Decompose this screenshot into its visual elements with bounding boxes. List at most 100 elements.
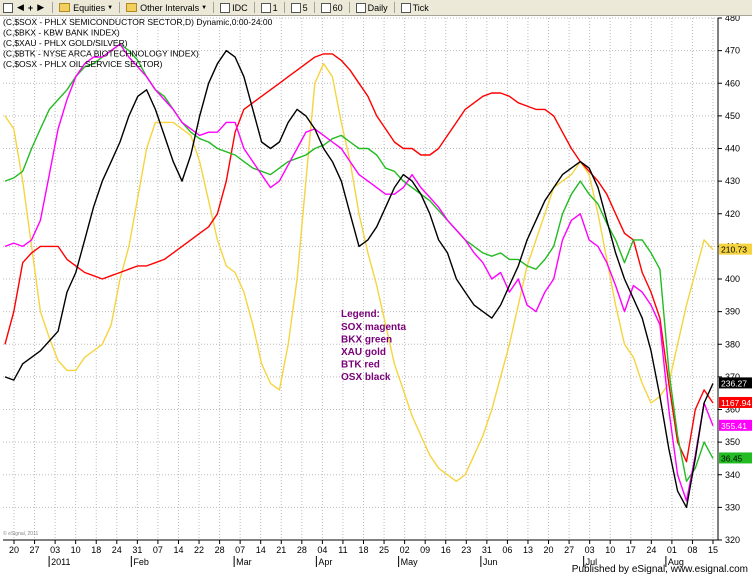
header-line: (C,$BKX - KBW BANK INDEX) xyxy=(3,28,120,38)
toolbar-label: Other Intervals xyxy=(140,2,200,13)
toolbar-label: IDC xyxy=(232,2,248,13)
header-line: (C,$OSX - PHLX OIL SERVICE SECTOR) xyxy=(3,59,163,69)
series-line-bkx xyxy=(4,43,714,482)
last-value-label-btk: 1167.94 xyxy=(721,398,751,408)
y-tick-label: 390 xyxy=(725,307,740,317)
toolbar-separator xyxy=(313,2,315,13)
x-month-label: Feb xyxy=(133,557,149,567)
chart-background xyxy=(0,16,752,576)
x-tick-label: 07 xyxy=(153,545,163,555)
y-tick-label: 480 xyxy=(725,16,740,23)
y-tick-label: 470 xyxy=(725,46,740,56)
legend-entry: BTK red xyxy=(341,360,380,371)
footer-credit: Published by eSignal, www.esignal.com xyxy=(571,564,748,575)
x-tick-label: 09 xyxy=(420,545,430,555)
y-tick-label: 370 xyxy=(725,372,740,382)
legend-title: Legend: xyxy=(341,309,380,320)
toolbar-square-icon xyxy=(260,2,271,13)
y-tick-label: 400 xyxy=(725,274,740,284)
y-tick-label: 320 xyxy=(725,535,740,545)
toolbar-interval-5-button[interactable]: 5 xyxy=(288,0,311,15)
x-month-label: Apr xyxy=(318,557,332,567)
chart-toolbar: ◀ + ▶ Equities ▼ Other Intervals ▼ IDC 1 5 60 Daily… xyxy=(0,0,752,16)
toolbar-nav-buttons[interactable]: ◀ + ▶ xyxy=(0,0,49,15)
y-tick-label: 380 xyxy=(725,339,740,349)
last-value-label-osx: 236.27 xyxy=(721,378,747,388)
x-tick-label: 27 xyxy=(564,545,574,555)
x-tick-label: 20 xyxy=(9,545,19,555)
add-icon[interactable]: + xyxy=(27,2,34,13)
x-tick-label: 14 xyxy=(256,545,266,555)
toolbar-separator xyxy=(348,2,350,13)
y-tick-label: 420 xyxy=(725,209,740,219)
toolbar-square-icon xyxy=(290,2,301,13)
y-tick-label: 360 xyxy=(725,405,740,415)
x-tick-label: 03 xyxy=(585,545,595,555)
toolbar-separator xyxy=(119,2,121,13)
chart-area: 3203303403503603703803904004104204304404… xyxy=(0,13,752,576)
series-line-btk xyxy=(4,53,714,463)
toolbar-interval-60-button[interactable]: 60 xyxy=(318,0,346,15)
series-line-osx xyxy=(4,49,714,509)
header-line: (C,$XAU - PHLX GOLD/SILVER) xyxy=(3,38,128,48)
x-month-label: May xyxy=(401,557,419,567)
last-value-label-xau: 210.73 xyxy=(721,245,747,255)
x-tick-label: 16 xyxy=(441,545,451,555)
header-line: (C,$SOX - PHLX SEMICONDUCTOR SECTOR,D) D… xyxy=(3,17,273,27)
legend-entry: XAU gold xyxy=(341,347,386,358)
toolbar-label: 5 xyxy=(302,2,308,13)
back-arrow-icon[interactable]: ◀ xyxy=(17,2,24,12)
toolbar-tick-button[interactable]: Tick xyxy=(398,0,432,15)
fwd-arrow-icon[interactable]: ▶ xyxy=(37,2,45,12)
toolbar-interval-1-button[interactable]: 1 xyxy=(258,0,281,15)
dropdown-caret-icon: ▼ xyxy=(107,4,114,11)
toolbar-label: Tick xyxy=(412,2,429,13)
y-tick-label: 340 xyxy=(725,470,740,480)
x-tick-label: 01 xyxy=(667,545,677,555)
folder-icon xyxy=(126,3,138,12)
x-tick-label: 28 xyxy=(297,545,307,555)
toolbar-idc-button[interactable]: IDC xyxy=(217,0,251,15)
dropdown-caret-icon: ▼ xyxy=(201,4,208,11)
x-tick-label: 28 xyxy=(215,545,225,555)
y-tick-label: 430 xyxy=(725,176,740,186)
x-tick-label: 18 xyxy=(358,545,368,555)
toolbar-square-icon xyxy=(220,2,231,13)
last-value-label-bkx: 36.45 xyxy=(721,453,743,463)
last-value-flag-sox xyxy=(719,419,752,431)
x-month-label: Mar xyxy=(236,557,252,567)
legend-entry: SOX magenta xyxy=(341,322,406,333)
x-tick-label: 11 xyxy=(338,545,347,555)
x-tick-label: 04 xyxy=(317,545,327,555)
x-tick-label: 27 xyxy=(30,545,40,555)
toolbar-square-icon xyxy=(355,2,366,13)
x-tick-label: 25 xyxy=(379,545,389,555)
x-tick-label: 14 xyxy=(173,545,183,555)
x-tick-label: 31 xyxy=(132,545,142,555)
toolbar-daily-button[interactable]: Daily xyxy=(353,0,391,15)
last-value-flag-bkx xyxy=(719,452,752,464)
x-tick-label: 21 xyxy=(276,545,286,555)
y-tick-label: 330 xyxy=(725,502,740,512)
x-tick-label: 07 xyxy=(235,545,245,555)
x-tick-label: 17 xyxy=(626,545,636,555)
x-tick-label: 08 xyxy=(687,545,697,555)
toolbar-separator xyxy=(393,2,395,13)
toolbar-separator xyxy=(52,2,54,13)
toolbar-label: Daily xyxy=(367,2,388,13)
x-tick-label: 15 xyxy=(708,545,718,555)
x-tick-label: 10 xyxy=(71,545,81,555)
toolbar-separator xyxy=(253,2,255,13)
last-value-label-sox: 355.41 xyxy=(721,421,747,431)
x-tick-label: 24 xyxy=(646,545,656,555)
toolbar-other-intervals-button[interactable]: Other Intervals ▼ xyxy=(123,0,210,15)
x-tick-label: 10 xyxy=(605,545,615,555)
folder-icon xyxy=(59,3,71,12)
toolbar-equities-button[interactable]: Equities ▼ xyxy=(56,0,116,15)
last-value-flag-xau xyxy=(719,243,752,255)
y-tick-label: 440 xyxy=(725,144,740,154)
x-tick-label: 13 xyxy=(523,545,533,555)
toolbar-square-icon xyxy=(320,2,331,13)
toolbar-page-icon[interactable] xyxy=(3,2,13,13)
y-tick-label: 460 xyxy=(725,78,740,88)
